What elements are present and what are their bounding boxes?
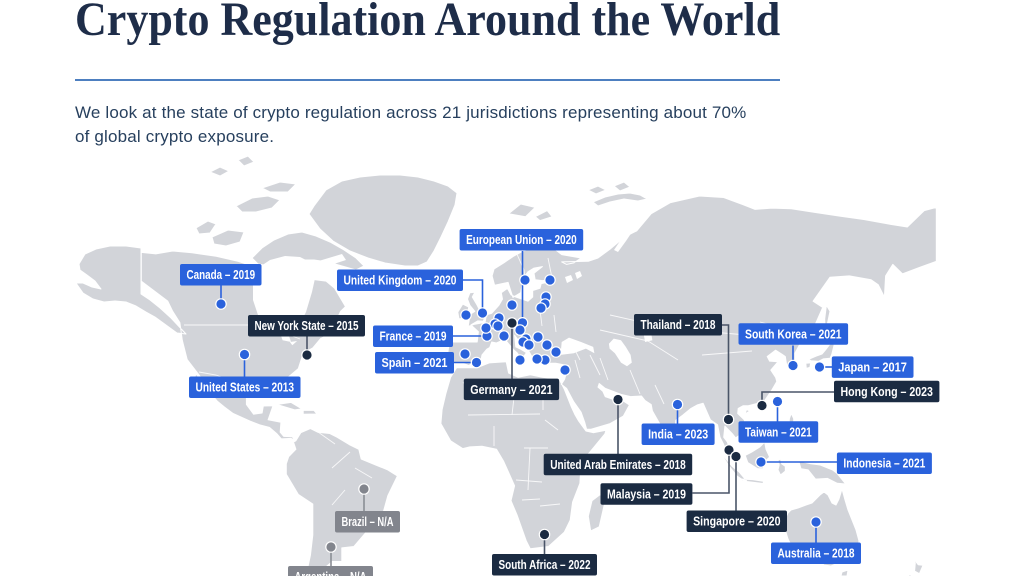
svg-text:Germany – 2021: Germany – 2021: [470, 383, 552, 397]
svg-text:Taiwan – 2021: Taiwan – 2021: [745, 425, 812, 439]
svg-text:Australia – 2018: Australia – 2018: [778, 547, 855, 561]
svg-text:Thailand – 2018: Thailand – 2018: [641, 318, 716, 332]
svg-text:Japan – 2017: Japan – 2017: [838, 361, 907, 375]
svg-text:Brazil – N/A: Brazil – N/A: [342, 515, 394, 529]
svg-text:South Africa – 2022: South Africa – 2022: [499, 558, 591, 572]
svg-text:Spain – 2021: Spain – 2021: [382, 356, 448, 370]
svg-text:New York State – 2015: New York State – 2015: [255, 319, 359, 333]
svg-text:France – 2019: France – 2019: [380, 330, 447, 344]
svg-text:Malaysia – 2019: Malaysia – 2019: [607, 487, 686, 501]
svg-text:United States – 2013: United States – 2013: [196, 381, 295, 395]
svg-text:Hong Kong – 2023: Hong Kong – 2023: [841, 385, 933, 399]
svg-text:South Korea – 2021: South Korea – 2021: [745, 327, 842, 341]
svg-text:United Kingdom – 2020: United Kingdom – 2020: [344, 274, 457, 288]
svg-text:Singapore – 2020: Singapore – 2020: [693, 515, 780, 529]
svg-text:Canada – 2019: Canada – 2019: [187, 268, 256, 282]
svg-text:United Arab Emirates – 2018: United Arab Emirates – 2018: [550, 458, 686, 472]
svg-text:Argentina – N/A: Argentina – N/A: [295, 570, 367, 576]
svg-text:Indonesia – 2021: Indonesia – 2021: [843, 457, 925, 471]
svg-text:India – 2023: India – 2023: [648, 428, 708, 442]
svg-text:European Union – 2020: European Union – 2020: [466, 233, 577, 247]
